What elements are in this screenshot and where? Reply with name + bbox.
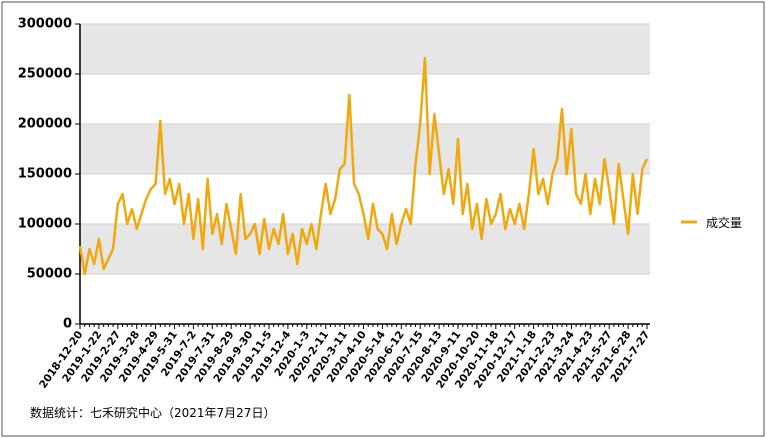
y-tick-label: 50000 bbox=[27, 267, 72, 282]
y-tick-label: 200000 bbox=[18, 117, 72, 132]
source-note: 数据统计：七禾研究中心（2021年7月27日） bbox=[30, 405, 275, 420]
y-tick-label: 250000 bbox=[18, 67, 72, 82]
y-tick-label: 0 bbox=[63, 317, 72, 332]
grid-band bbox=[80, 24, 650, 74]
legend-label: 成交量 bbox=[706, 215, 742, 230]
y-tick-label: 150000 bbox=[18, 167, 72, 182]
y-tick-label: 100000 bbox=[18, 217, 72, 232]
grid-band bbox=[80, 224, 650, 274]
series-line bbox=[78, 56, 649, 276]
y-tick-label: 300000 bbox=[18, 17, 72, 32]
